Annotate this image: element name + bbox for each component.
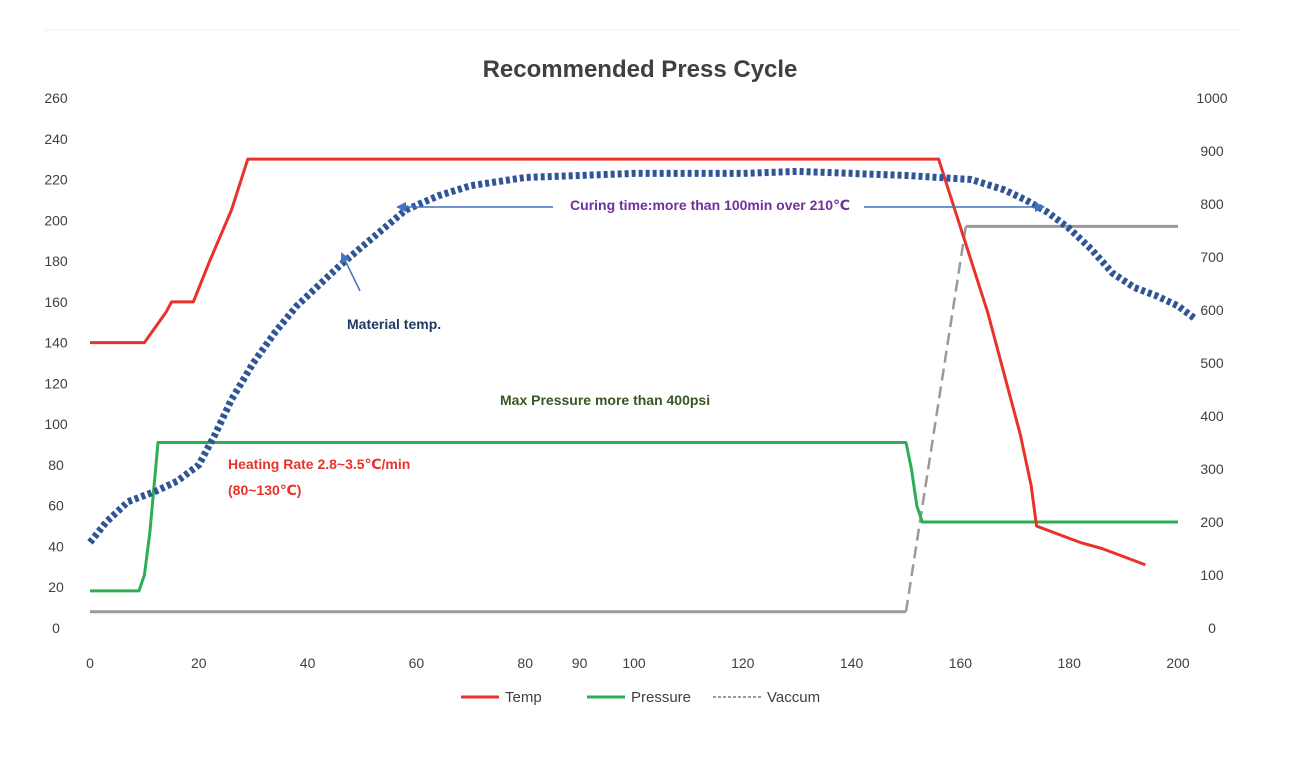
legend: Temp Pressure Vaccum	[461, 689, 820, 706]
y2-tick-label: 400	[1200, 408, 1224, 424]
annotations-layer: Curing time:more than 100min over 210℃ Ma…	[228, 197, 1045, 498]
y2-tick-label: 1000	[1196, 90, 1227, 106]
y2-tick-label: 600	[1200, 302, 1224, 318]
x-tick-label: 160	[949, 655, 973, 671]
x-tick-label: 200	[1166, 655, 1190, 671]
y2-tick-label: 500	[1200, 355, 1224, 371]
y-tick-label: 160	[44, 294, 68, 310]
y-tick-label: 80	[48, 457, 64, 473]
x-tick-label: 120	[731, 655, 755, 671]
y-tick-label: 20	[48, 579, 64, 595]
y-tick-label: 100	[44, 416, 68, 432]
y2-tick-label: 800	[1200, 196, 1224, 212]
x-tick-label: 80	[517, 655, 533, 671]
heating-rate-annotation: Heating Rate 2.8~3.5℃/min	[228, 456, 410, 472]
y-tick-label: 220	[44, 172, 68, 188]
tick-labels-layer: 0204060801001201401601802002202402600100…	[44, 90, 1227, 671]
y-tick-label: 140	[44, 335, 68, 351]
y-tick-label: 240	[44, 131, 68, 147]
heating-range-annotation: (80~130℃)	[228, 482, 301, 498]
y2-tick-label: 900	[1200, 143, 1224, 159]
y-tick-label: 60	[48, 498, 64, 514]
x-tick-label: 140	[840, 655, 864, 671]
y2-tick-label: 200	[1200, 514, 1224, 530]
temp-line	[90, 157, 1146, 567]
material-temp-arrow	[341, 252, 361, 292]
vaccum-line-rise	[904, 226, 968, 612]
y2-tick-label: 100	[1200, 567, 1224, 583]
x-tick-label: 20	[191, 655, 207, 671]
y-tick-label: 40	[48, 538, 64, 554]
y-tick-label: 120	[44, 375, 68, 391]
y-tick-label: 260	[44, 90, 68, 106]
y-tick-label: 0	[52, 620, 60, 636]
y2-tick-label: 300	[1200, 461, 1224, 477]
y2-tick-label: 0	[1208, 620, 1216, 636]
pressure-line	[90, 441, 1178, 593]
curing-time-annotation: Curing time:more than 100min over 210℃	[570, 197, 850, 213]
y-tick-label: 200	[44, 212, 68, 228]
y-tick-label: 180	[44, 253, 68, 269]
x-tick-label: 90	[572, 655, 588, 671]
x-tick-label: 60	[409, 655, 425, 671]
series-layer	[45, 29, 1238, 614]
x-tick-label: 40	[300, 655, 316, 671]
max-pressure-annotation: Max Pressure more than 400psi	[500, 392, 710, 408]
y2-tick-label: 700	[1200, 249, 1224, 265]
x-tick-label: 0	[86, 655, 94, 671]
x-tick-label: 100	[622, 655, 646, 671]
legend-label-temp: Temp	[505, 689, 542, 706]
material-temp-line	[87, 167, 1197, 545]
chart-title: Recommended Press Cycle	[483, 56, 798, 83]
legend-label-vaccum: Vaccum	[767, 689, 820, 706]
legend-label-pressure: Pressure	[631, 689, 691, 706]
material-temp-annotation: Material temp.	[347, 316, 441, 332]
x-tick-label: 180	[1058, 655, 1082, 671]
